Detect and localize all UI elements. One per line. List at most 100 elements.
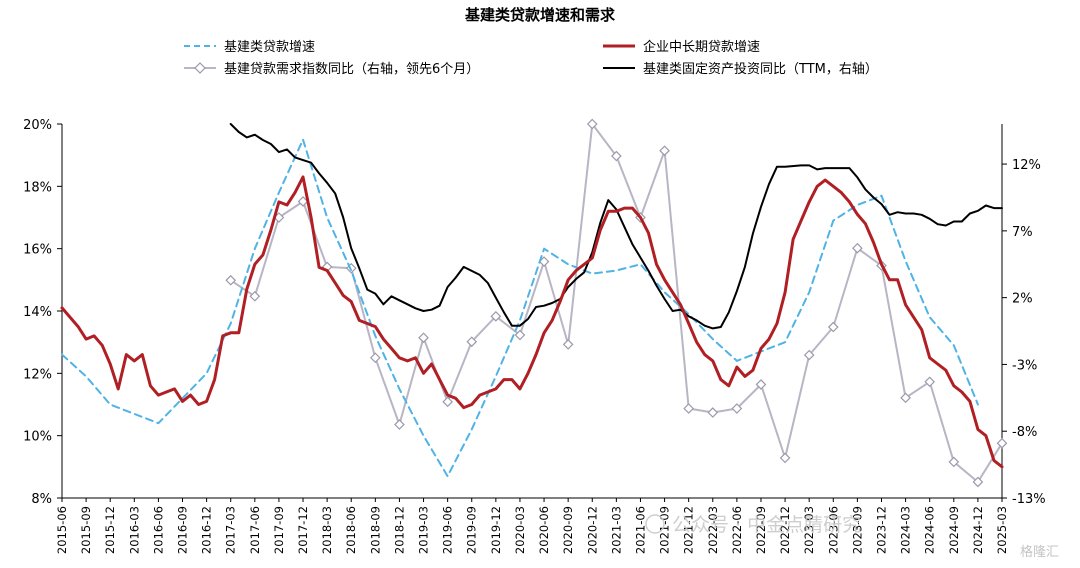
x-tick-label: 2021-12 (682, 506, 696, 554)
demand-index-point (394, 419, 405, 430)
x-tick-label: 2022-06 (730, 506, 744, 554)
demand-index-point (827, 321, 839, 333)
series-infra-fai-growth (229, 123, 1003, 330)
right-tick-label: 12% (1012, 158, 1041, 173)
x-tick-label: 2023-06 (826, 506, 840, 554)
series-layer (60, 118, 1008, 488)
x-tick-label: 2023-09 (850, 506, 864, 554)
left-tick-label: 20% (23, 118, 52, 133)
x-tick-label: 2024-09 (947, 506, 961, 554)
series-corp-long-loan-growth (60, 175, 1004, 469)
x-tick-label: 2019-09 (465, 506, 479, 554)
demand-index-point (755, 379, 767, 390)
demand-index-point (562, 339, 574, 350)
right-axis-ticks: 12% 7% 2% -3% -8% -13% (1002, 158, 1046, 507)
right-tick-label: -3% (1012, 358, 1037, 373)
demand-index-point (683, 403, 695, 414)
demand-index-point (490, 310, 502, 322)
x-tick-label: 2016-06 (151, 506, 165, 554)
demand-index-point (249, 290, 261, 302)
demand-index-point (852, 242, 863, 254)
series-infra-loan-growth-line (61, 138, 979, 478)
x-axis-ticks: 2015-06 2015-09 2015-12 2016-03 2016-06 2016-… (55, 498, 1009, 554)
demand-index-point (418, 332, 429, 344)
x-tick-label: 2016-12 (200, 506, 214, 554)
demand-index-point (900, 392, 911, 404)
legend-item-infra-fai-growth: 基建类固定资产投资同比（TTM，右轴） (603, 61, 878, 77)
x-tick-label: 2017-12 (296, 506, 310, 554)
demand-index-point (707, 407, 719, 418)
x-tick-label: 2018-06 (344, 506, 358, 554)
series-infra-demand-index-line (229, 123, 1003, 483)
x-tick-label: 2020-12 (585, 506, 599, 554)
x-tick-label: 2022-03 (706, 506, 720, 554)
series-corp-long-loan-growth-line (60, 175, 1004, 469)
series-infra-demand-index (225, 118, 1008, 488)
left-tick-label: 18% (23, 180, 52, 195)
x-tick-label: 2017-06 (248, 506, 262, 554)
legend-item-corp-long-loan-growth: 企业中长期贷款增速 (603, 39, 760, 55)
x-tick-label: 2018-12 (392, 506, 406, 554)
x-tick-label: 2022-09 (754, 506, 768, 554)
x-tick-label: 2018-09 (368, 506, 382, 554)
legend-item-infra-loan-growth: 基建类贷款增速 (184, 40, 315, 55)
x-tick-label: 2015-12 (103, 506, 117, 554)
x-tick-label: 2015-06 (55, 506, 69, 554)
x-tick-label: 2021-03 (609, 506, 623, 554)
left-tick-label: 12% (23, 367, 52, 382)
right-tick-label: 7% (1012, 225, 1033, 240)
x-tick-label: 2024-06 (923, 506, 937, 554)
demand-index-point (731, 403, 743, 414)
watermark-text: 公众号 · 中金点睛研究 (672, 514, 861, 536)
series-infra-loan-growth (61, 138, 979, 478)
demand-index-point (972, 476, 984, 488)
series-infra-fai-growth-line (229, 123, 1003, 330)
demand-index-point (996, 437, 1008, 449)
x-tick-label: 2024-03 (899, 506, 913, 554)
demand-index-point (779, 452, 791, 464)
legend: 基建类贷款增速 企业中长期贷款增速 基建贷款需求指数同比（右轴，领先6个月） 基… (184, 39, 878, 77)
legend-label: 基建类固定资产投资同比（TTM，右轴） (643, 61, 878, 77)
right-tick-label: -13% (1012, 492, 1046, 507)
demand-index-point (369, 352, 381, 364)
x-tick-label: 2017-09 (272, 506, 286, 554)
demand-index-point (514, 329, 526, 341)
chart-title: 基建类贷款增速和需求 (464, 6, 616, 24)
legend-item-infra-demand-index: 基建贷款需求指数同比（右轴，领先6个月） (184, 62, 479, 77)
x-tick-label: 2016-03 (127, 506, 141, 554)
watermark-brand: 格隆汇 (1020, 544, 1059, 560)
x-tick-label: 2020-09 (561, 506, 575, 554)
x-tick-label: 2019-03 (417, 506, 431, 554)
x-tick-label: 2023-12 (874, 506, 888, 554)
demand-index-point (659, 145, 670, 157)
demand-index-point (442, 396, 453, 408)
legend-label: 企业中长期贷款增速 (643, 39, 760, 55)
x-tick-label: 2015-09 (79, 506, 93, 554)
left-tick-label: 8% (31, 492, 52, 507)
legend-label: 基建贷款需求指数同比（右轴，领先6个月） (224, 62, 479, 77)
x-tick-label: 2022-12 (778, 506, 792, 554)
right-tick-label: 2% (1012, 292, 1033, 307)
x-tick-label: 2021-09 (658, 506, 672, 554)
left-tick-label: 10% (23, 430, 52, 445)
demand-index-point (225, 274, 237, 286)
left-tick-label: 14% (23, 305, 52, 320)
demand-index-point (586, 118, 598, 130)
watermark: 公众号 · 中金点睛研究 格隆汇 (645, 514, 1059, 560)
x-tick-label: 2016-09 (176, 506, 190, 554)
legend-label: 基建类贷款增速 (224, 40, 315, 55)
demand-index-point (924, 376, 936, 388)
left-tick-label: 16% (23, 243, 52, 258)
demand-index-point (297, 196, 309, 207)
demand-index-point (803, 349, 815, 361)
x-tick-label: 2023-03 (802, 506, 816, 554)
x-tick-label: 2019-06 (441, 506, 455, 554)
x-tick-label: 2020-03 (513, 506, 527, 554)
demand-index-point (611, 150, 622, 162)
x-tick-label: 2019-12 (489, 506, 503, 554)
x-tick-label: 2017-03 (224, 506, 238, 554)
right-tick-label: -8% (1012, 425, 1037, 440)
demand-index-point (466, 336, 478, 348)
x-tick-label: 2018-03 (320, 506, 334, 554)
